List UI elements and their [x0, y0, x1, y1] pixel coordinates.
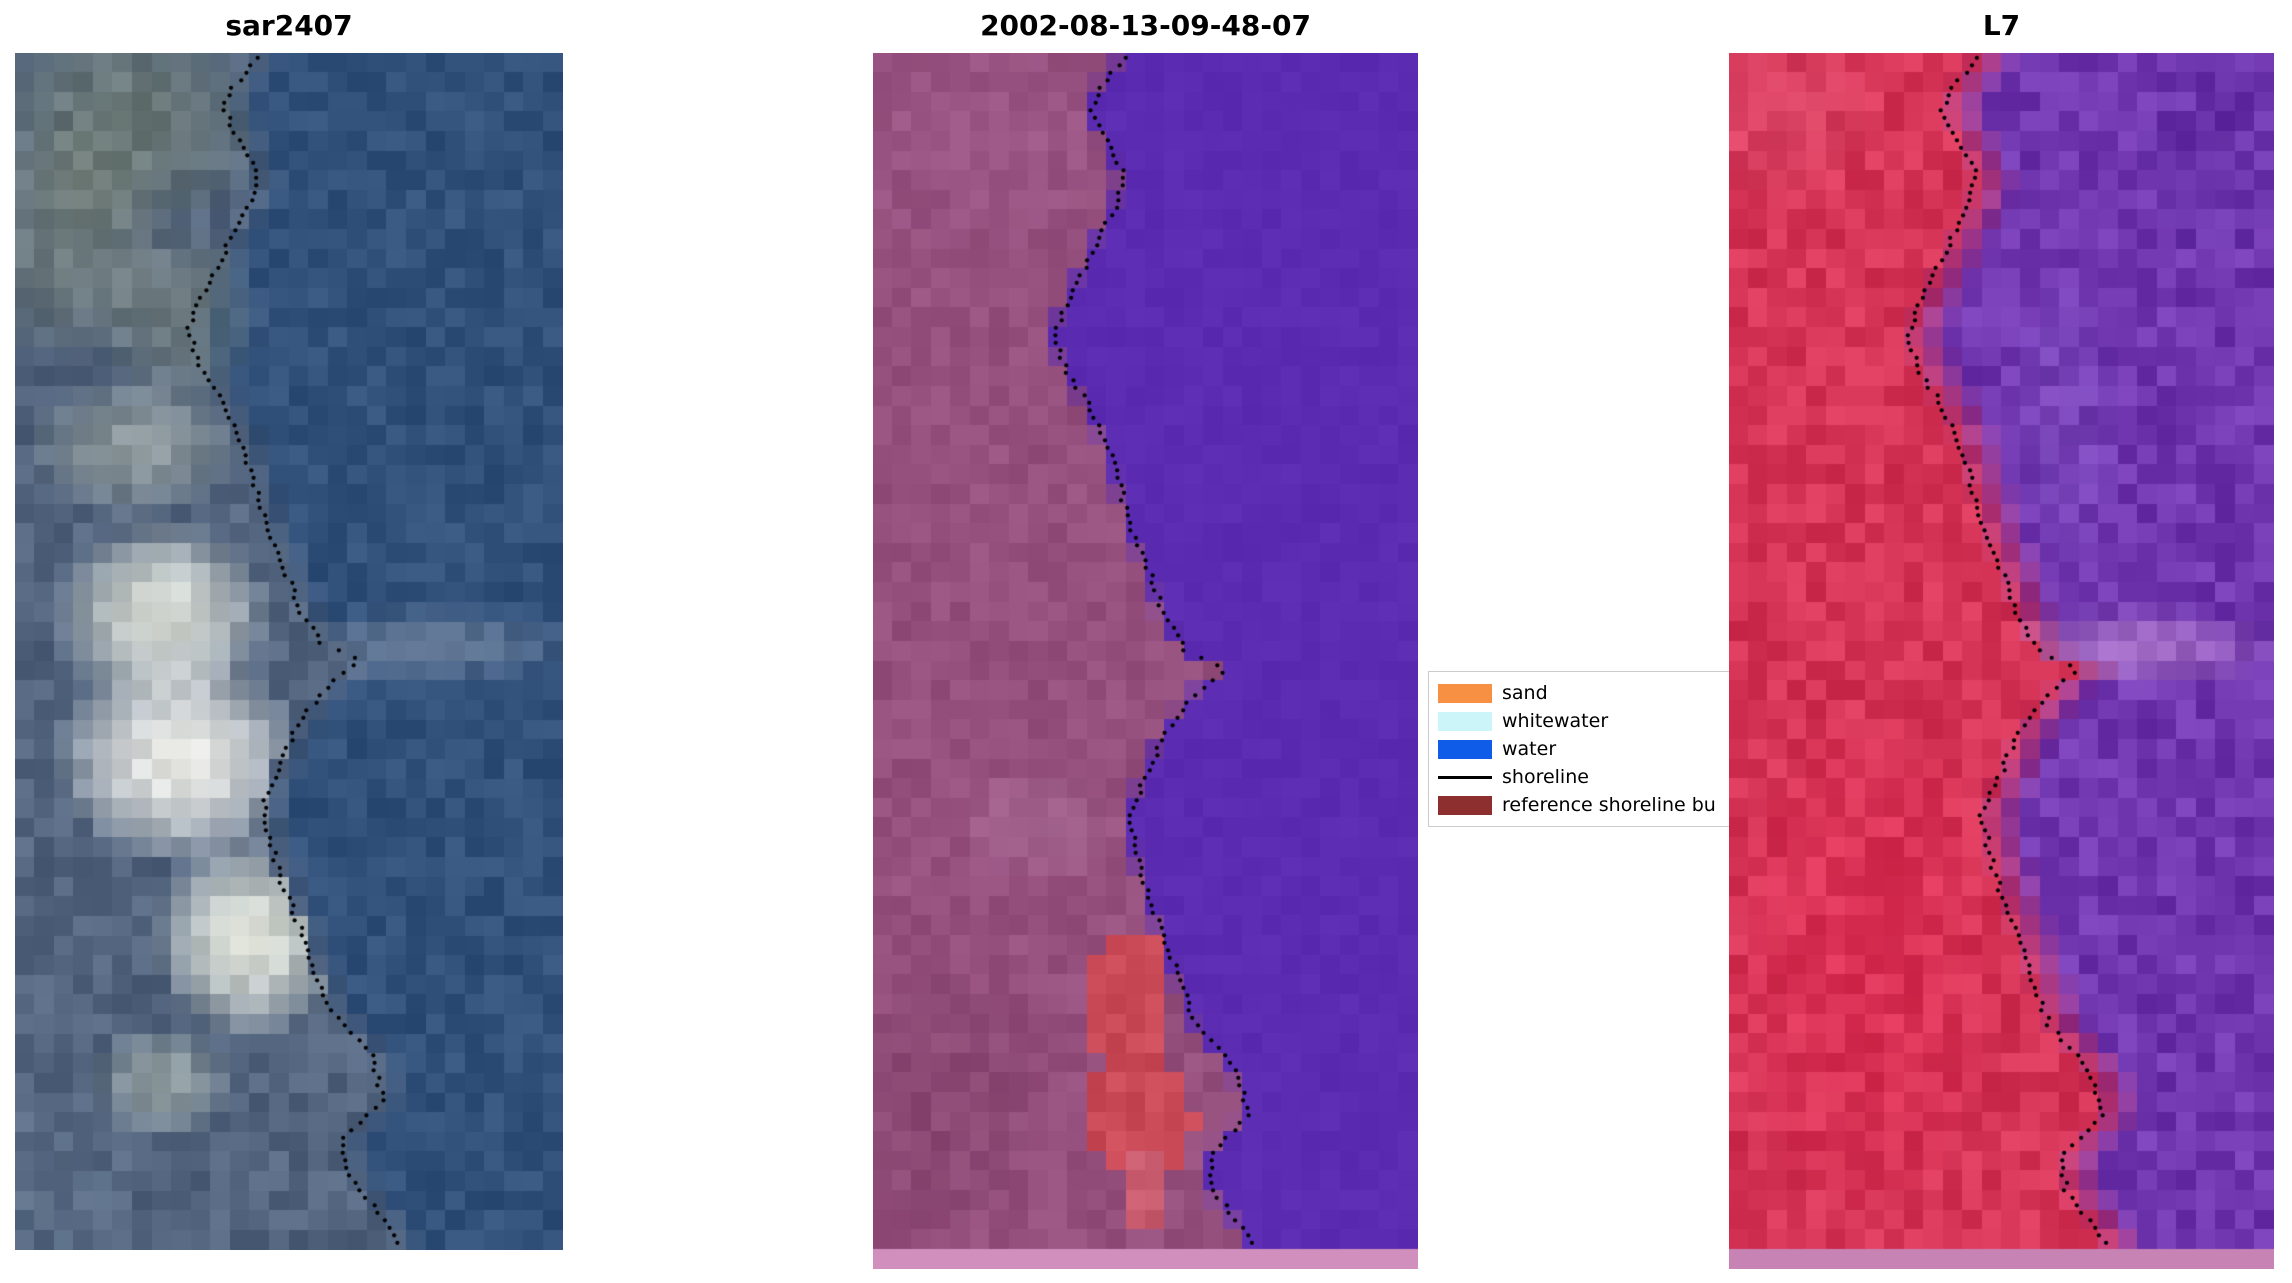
panel-classified	[873, 53, 1418, 1269]
shoreline-line-swatch	[1438, 768, 1492, 787]
legend-label-whitewater: whitewater	[1502, 710, 1609, 732]
sand-swatch	[1438, 683, 1492, 703]
panel-title-l7: L7	[1982, 9, 2021, 42]
legend-label-water: water	[1502, 738, 1557, 760]
classified-image	[873, 53, 1418, 1269]
legend-label-sand: sand	[1502, 682, 1548, 704]
whitewater-swatch	[1438, 711, 1492, 731]
legend-item-water: water	[1429, 735, 1729, 763]
panel-sar2407	[15, 53, 563, 1250]
sar-image	[15, 53, 563, 1250]
panel-l7	[1729, 53, 2274, 1269]
reference-buffer-swatch	[1438, 795, 1492, 815]
water-swatch	[1438, 739, 1492, 759]
legend-item-whitewater: whitewater	[1429, 707, 1729, 735]
legend-label-reference-buffer: reference shoreline bu	[1502, 794, 1716, 816]
legend-label-shoreline: shoreline	[1502, 766, 1589, 788]
legend-item-sand: sand	[1429, 679, 1729, 707]
l7-image	[1729, 53, 2274, 1269]
legend: sand whitewater water shoreline referenc…	[1428, 671, 1729, 827]
panel-title-sar2407: sar2407	[225, 9, 353, 42]
panel-title-classified-date: 2002-08-13-09-48-07	[980, 9, 1311, 42]
legend-item-shoreline: shoreline	[1429, 763, 1729, 791]
legend-item-reference-buffer: reference shoreline bu	[1429, 791, 1729, 819]
